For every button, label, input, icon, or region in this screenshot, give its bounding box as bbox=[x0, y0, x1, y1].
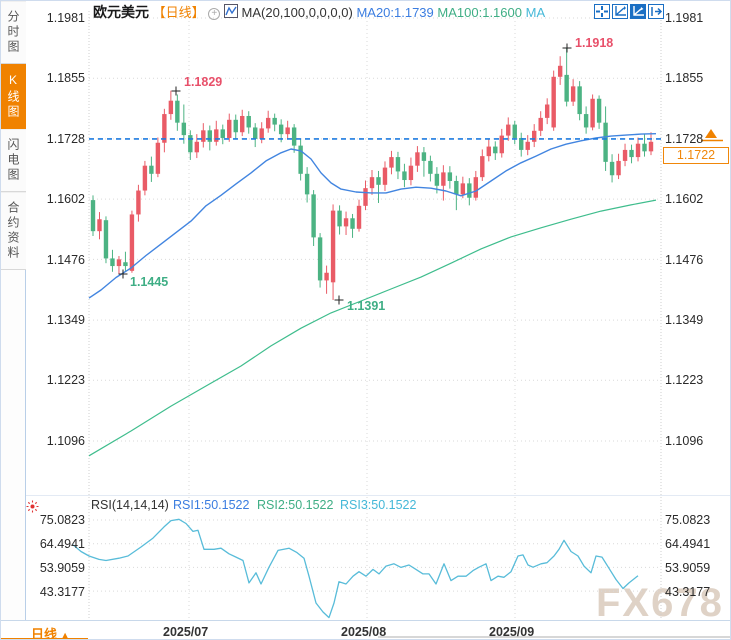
sidebar-tab-contract-info[interactable]: 合约资料 bbox=[1, 192, 26, 270]
collapse-panel-tool-icon[interactable] bbox=[648, 4, 664, 19]
price-axis-left-tick: 1.1349 bbox=[46, 313, 85, 327]
rsi-axis-right-tick: 43.3177 bbox=[665, 585, 711, 599]
price-annotation-low: 1.1445 bbox=[130, 275, 169, 289]
chart-header: 欧元美元 【日线】 + MA(20,100,0,0,0,0) MA20:1.17… bbox=[93, 3, 545, 21]
rsi-settings-icon[interactable] bbox=[26, 500, 39, 513]
sidebar: 分时图 K线图 闪电图 合约资料 bbox=[1, 1, 26, 620]
crosshair-tool-icon[interactable] bbox=[594, 4, 610, 19]
rsi-axis-left-tick: 64.4941 bbox=[39, 537, 85, 551]
horizontal-scrollbar[interactable] bbox=[378, 636, 730, 638]
time-axis-month-label: 2025/08 bbox=[341, 625, 387, 639]
ma-extra-label: MA bbox=[525, 5, 546, 20]
active-period-underline bbox=[1, 638, 88, 639]
watermark: FX678 bbox=[596, 581, 724, 625]
price-axis-right-tick: 1.1349 bbox=[665, 313, 704, 327]
time-axis-month-label: 2025/07 bbox=[163, 625, 209, 639]
rsi2-value-label: RSI2:50.1522 bbox=[257, 498, 334, 512]
bottom-bar: 日线 ▲ 2025/07 2025/08 2025/09 bbox=[1, 620, 730, 640]
sidebar-tab-lightning[interactable]: 闪电图 bbox=[1, 129, 26, 192]
rsi-axis-right-tick: 75.0823 bbox=[665, 513, 711, 527]
axis-scale-active-tool-icon[interactable] bbox=[630, 4, 646, 19]
price-annotation-low: 1.1391 bbox=[347, 299, 386, 313]
time-axis-month-label: 2025/09 bbox=[489, 625, 535, 639]
last-price-tag: 1.1722 bbox=[663, 147, 729, 164]
price-annotation-high: 1.1829 bbox=[184, 75, 223, 89]
price-axis-right-tick: 1.1855 bbox=[665, 71, 704, 85]
price-annotation-high: 1.1918 bbox=[575, 36, 614, 50]
ma-formula-label: MA(20,100,0,0,0,0) bbox=[241, 5, 353, 20]
price-axis-right-tick: 1.1476 bbox=[665, 253, 704, 267]
panel-separator bbox=[26, 495, 730, 496]
symbol-name: 欧元美元 bbox=[93, 4, 149, 20]
rsi1-value-label: RSI1:50.1522 bbox=[173, 498, 250, 512]
price-axis-left-tick: 1.1096 bbox=[46, 434, 85, 448]
rsi-axis-left-tick: 43.3177 bbox=[39, 585, 85, 599]
price-axis-right-tick: 1.1602 bbox=[665, 192, 704, 206]
axis-scale-tool-icon[interactable] bbox=[612, 4, 628, 19]
indicator-chart-icon[interactable] bbox=[223, 4, 238, 23]
price-axis-left-tick: 1.1476 bbox=[46, 253, 85, 267]
rsi-axis-left-tick: 53.9059 bbox=[39, 561, 85, 575]
price-axis-right-tick: 1.1728 bbox=[665, 132, 704, 146]
rsi-axis-right-tick: 53.9059 bbox=[665, 561, 711, 575]
price-axis-left-tick: 1.1602 bbox=[46, 192, 85, 206]
rsi3-value-label: RSI3:50.1522 bbox=[340, 498, 417, 512]
price-axis-left-tick: 1.1728 bbox=[46, 132, 85, 146]
sidebar-tab-kline[interactable]: K线图 bbox=[1, 64, 26, 129]
chevron-up-icon: ▲ bbox=[60, 630, 70, 640]
rsi-title: RSI(14,14,14) bbox=[91, 498, 169, 512]
price-axis-right-tick: 1.1096 bbox=[665, 434, 704, 448]
period-tag: 【日线】 bbox=[152, 5, 205, 20]
price-axis-left-tick: 1.1855 bbox=[46, 71, 85, 85]
rsi-axis-right-tick: 64.4941 bbox=[665, 537, 711, 551]
price-axis-left-tick: 1.1223 bbox=[46, 373, 85, 387]
sidebar-tab-timeshare[interactable]: 分时图 bbox=[1, 1, 26, 64]
ma20-value-label: MA20:1.1739 bbox=[356, 5, 434, 20]
ma100-value-label: MA100:1.1600 bbox=[437, 5, 522, 20]
price-axis-right-tick: 1.1223 bbox=[665, 373, 704, 387]
rsi-axis-left-tick: 75.0823 bbox=[39, 513, 85, 527]
period-label: 日线 bbox=[31, 627, 58, 640]
price-axis-right-tick: 1.1981 bbox=[665, 11, 704, 25]
price-axis-left-tick: 1.1981 bbox=[46, 11, 85, 25]
period-selector[interactable]: 日线 ▲ bbox=[31, 624, 70, 640]
add-compare-icon[interactable]: + bbox=[208, 7, 221, 20]
